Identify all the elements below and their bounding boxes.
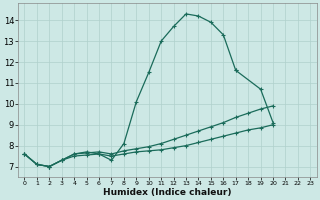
X-axis label: Humidex (Indice chaleur): Humidex (Indice chaleur) — [103, 188, 232, 197]
